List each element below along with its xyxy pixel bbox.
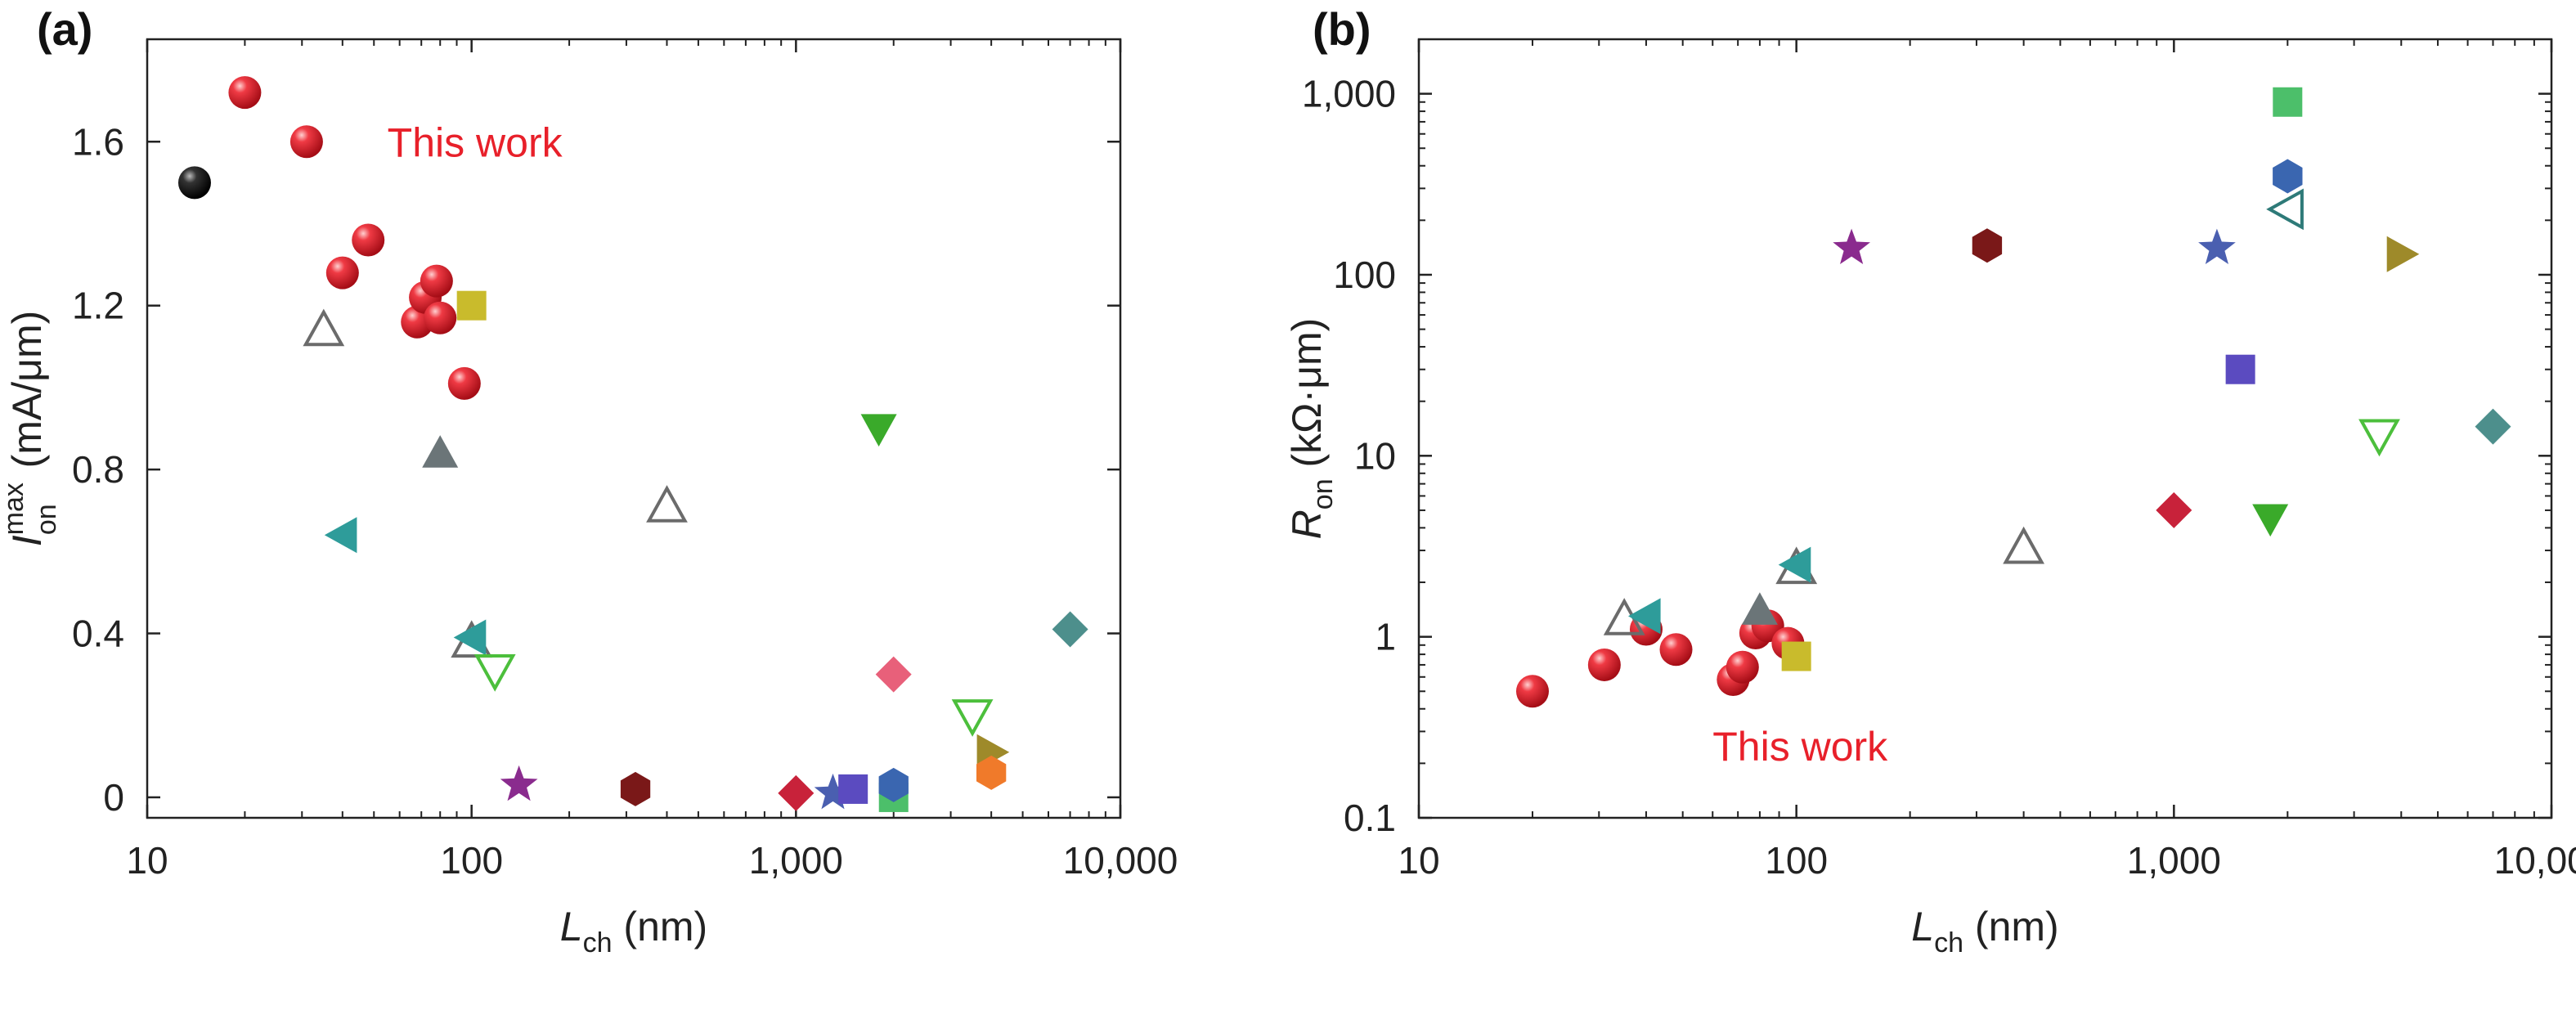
panel-a-data-point-triangle-up-open bbox=[303, 308, 345, 347]
panel-a-data-point-hexagon bbox=[620, 771, 651, 806]
panel-a-data-point-sphere bbox=[289, 125, 323, 159]
panel-a-data-point-triangle-left bbox=[324, 517, 357, 554]
panel-a-data-point-star bbox=[500, 765, 538, 801]
panel-b-data-point-triangle-left bbox=[1778, 546, 1811, 583]
panel-b-data-point-hexagon bbox=[1972, 228, 2003, 263]
panel-a-data-point-sphere bbox=[228, 76, 262, 110]
panel-b-data-point-sphere bbox=[1659, 633, 1693, 667]
panel-a-y-tick-label: 0.8 bbox=[72, 448, 124, 491]
panel-a-y-tick-label: 0.4 bbox=[72, 613, 124, 655]
panel-a-data-point-diamond bbox=[778, 774, 815, 811]
panel-a-y-tick-label: 1.2 bbox=[72, 285, 124, 327]
panel-b-x-tick-label: 1,000 bbox=[2127, 839, 2221, 882]
panel-a-x-tick-label: 10,000 bbox=[1063, 839, 1178, 882]
panel-b-y-tick-label: 100 bbox=[1333, 254, 1396, 296]
panel-b-data-point-triangle-right bbox=[2386, 236, 2420, 272]
panel-a-data-point-hexagon bbox=[878, 767, 909, 802]
panel-b-data-point-diamond bbox=[2156, 492, 2192, 528]
panel-a-y-tick-label: 1.6 bbox=[72, 120, 124, 163]
panel-b-data-point-diamond bbox=[2475, 408, 2511, 445]
panel-b-data-point-triangle-down bbox=[2252, 504, 2289, 537]
panel-a-x-axis-title: Lch (nm) bbox=[560, 904, 707, 958]
panel-a-data-points bbox=[177, 76, 1088, 812]
panel-a-plot-frame bbox=[146, 38, 1122, 819]
panel-a-data-point-sphere bbox=[447, 366, 481, 400]
panel-a-data-point-triangle-up-open bbox=[646, 485, 688, 523]
panel-b-data-point-triangle-left-open bbox=[2266, 188, 2304, 231]
panel-a-y-axis-title: Imaxon (mA/μm) bbox=[0, 311, 62, 547]
panel-b-x-tick-label: 100 bbox=[1765, 839, 1828, 882]
panel-b-data-point-sphere bbox=[1515, 675, 1549, 708]
panel-a-data-point-star bbox=[814, 773, 852, 810]
panel-b-y-axis-title: Ron (kΩ·μm) bbox=[1284, 318, 1339, 540]
panel-b-y-tick-label: 1 bbox=[1375, 616, 1396, 658]
panel-b-data-point-star bbox=[1833, 228, 1870, 264]
panel-b-y-tick-label: 1,000 bbox=[1302, 73, 1396, 115]
panel-a-data-point-triangle-down-open bbox=[473, 654, 516, 692]
panel-a-label: (a) bbox=[37, 3, 92, 55]
panel-b-this-work-label: This work bbox=[1712, 724, 1888, 770]
panel-a-data-point-hexagon bbox=[976, 755, 1007, 790]
panel-b-x-axis-title: Lch (nm) bbox=[1911, 904, 2058, 958]
panel-a-x-tick-label: 100 bbox=[440, 839, 503, 882]
panel-b-data-point-hexagon bbox=[2273, 159, 2303, 194]
panel-b-data-point-triangle-down-open bbox=[2358, 419, 2400, 457]
panel-b-data-point-star bbox=[2198, 228, 2236, 264]
panel-b-data-point-square bbox=[1781, 641, 1811, 671]
panel-b-data-point-square bbox=[2273, 87, 2303, 117]
panel-a-data-point-sphere bbox=[325, 256, 359, 290]
panel-b-data-point-triangle-up bbox=[1741, 592, 1778, 625]
panel-a-data-point-diamond bbox=[875, 656, 912, 693]
panel-a-data-point-diamond bbox=[1052, 611, 1088, 648]
panel-b-data-point-sphere bbox=[1587, 648, 1621, 681]
panel-b-data-point-sphere bbox=[1726, 650, 1759, 684]
panel-a-data-point-triangle-up bbox=[422, 435, 459, 468]
panel-a-y-tick-label: 0 bbox=[103, 776, 124, 819]
panel-a-x-tick-label: 1,000 bbox=[749, 839, 843, 882]
panel-b-x-tick-label: 10 bbox=[1398, 839, 1439, 882]
panel-a-data-point-square bbox=[456, 290, 487, 321]
panel-b-data-point-square bbox=[2225, 354, 2255, 384]
panel-a-this-work-label: This work bbox=[388, 119, 563, 165]
panel-b-data-point-triangle-up-open bbox=[2003, 526, 2044, 564]
panel-b-plot-frame bbox=[1417, 38, 2553, 819]
panel-b-data-points bbox=[1515, 87, 2511, 708]
panel-b-label: (b) bbox=[1313, 3, 1371, 55]
panel-a-data-point-square bbox=[838, 774, 868, 804]
panel-b: (b) 10 100 1,000 10,000 0.1 1 10 100 1,000 Lch (nm… bbox=[1284, 3, 2576, 958]
panel-a-data-point-triangle-left bbox=[453, 619, 487, 656]
panel-b-y-tick-label: 0.1 bbox=[1344, 797, 1396, 839]
panel-a-data-point-triangle-down-open bbox=[951, 699, 994, 737]
panel-a-data-point-triangle-down bbox=[860, 414, 897, 447]
panel-a-data-point-sphere bbox=[420, 264, 453, 298]
panel-a-data-point-sphere bbox=[352, 223, 385, 257]
panel-b-y-tick-label: 10 bbox=[1354, 434, 1396, 477]
panel-a-data-point-sphere bbox=[424, 301, 457, 334]
panel-b-x-tick-label: 10,000 bbox=[2494, 839, 2576, 882]
panel-b-data-point-triangle-left bbox=[1628, 598, 1661, 635]
panel-a: (a) 10 100 1,000 10,000 0 0.4 0.8 1.2 1.6 Lch (nm)… bbox=[0, 3, 1178, 958]
panel-a-x-tick-label: 10 bbox=[126, 839, 168, 882]
panel-a-data-point-sphere bbox=[177, 166, 211, 200]
